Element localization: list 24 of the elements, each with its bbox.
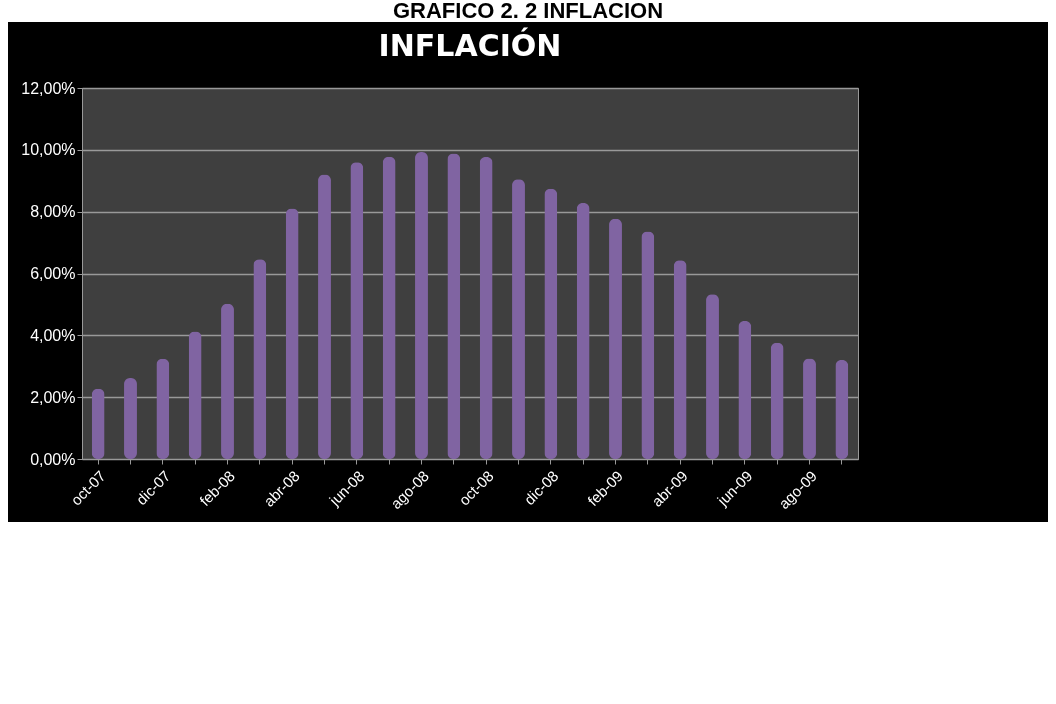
y-tick-label: 2,00%: [30, 388, 76, 406]
y-tick-label: 8,00%: [30, 203, 76, 221]
y-tick-label: 4,00%: [30, 326, 76, 344]
y-tick-label: 6,00%: [30, 265, 76, 282]
bar: [285, 208, 299, 459]
chart-title: INFLACIÓN: [378, 27, 562, 63]
bar: [382, 156, 396, 459]
y-tick-label: 0,00%: [30, 450, 76, 468]
y-tick-label: 12,00%: [21, 79, 76, 97]
bar: [738, 321, 752, 459]
bar: [447, 153, 461, 459]
bar: [253, 259, 267, 459]
y-tick-label: 10,00%: [21, 141, 76, 159]
bar: [641, 231, 655, 459]
bar: [544, 188, 558, 459]
bar: [770, 342, 784, 459]
bar: [835, 360, 849, 459]
bar: [576, 203, 590, 459]
text: GRAFICO 2. 2 INFLACION: [391, 0, 665, 23]
bar: [156, 358, 170, 459]
bar: [673, 260, 687, 459]
bar: [479, 156, 493, 459]
bar: [188, 331, 202, 459]
bar: [350, 162, 364, 459]
